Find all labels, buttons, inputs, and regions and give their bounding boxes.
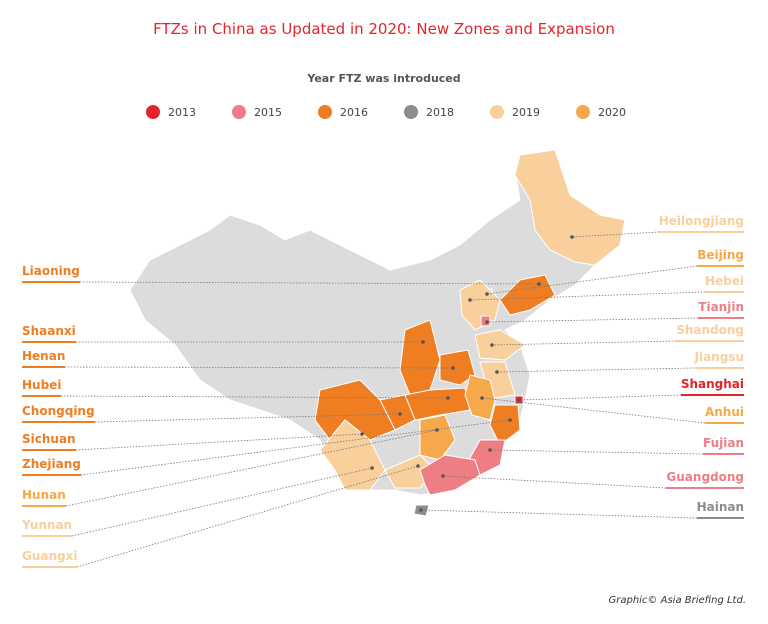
label-heilongjiang: Heilongjiang: [658, 214, 744, 233]
leader-line: [518, 394, 682, 401]
legend-label: 2013: [168, 105, 196, 119]
label-sichuan: Sichuan: [22, 432, 76, 451]
label-guangxi: Guangxi: [22, 549, 78, 568]
leader-line: [420, 509, 698, 519]
leader-line: [442, 475, 667, 489]
leader-line: [489, 449, 704, 455]
location-dot: [360, 432, 364, 436]
legend-label: 2019: [512, 105, 540, 119]
province-liaoning: [499, 274, 556, 316]
province-tianjin: [480, 315, 491, 327]
location-dot: [468, 298, 472, 302]
location-dot: [480, 396, 484, 400]
legend-label: 2015: [254, 105, 282, 119]
location-dot: [435, 428, 439, 432]
location-dot: [508, 418, 512, 422]
province-zhejiang: [489, 404, 521, 446]
location-dot: [421, 340, 425, 344]
label-shandong: Shandong: [676, 323, 744, 342]
location-dot: [441, 474, 445, 478]
location-dot: [517, 398, 521, 402]
legend-item: 2018: [404, 105, 490, 119]
legend-item: 2019: [490, 105, 576, 119]
leader-line: [469, 291, 706, 301]
location-dot: [490, 343, 494, 347]
page-title: FTZs in China as Updated in 2020: New Zo…: [153, 20, 615, 38]
label-fujian: Fujian: [702, 436, 744, 455]
legend-title: Year FTZ was introduced: [307, 72, 461, 85]
legend-label: 2018: [426, 105, 454, 119]
province-heilongjiang: [514, 149, 626, 266]
label-hubei: Hubei: [22, 378, 62, 397]
location-dot: [570, 235, 574, 239]
province-fujian: [469, 439, 506, 476]
leader-line: [481, 397, 706, 424]
location-dot: [416, 464, 420, 468]
leader-line: [486, 317, 699, 323]
province-hunan: [419, 414, 456, 461]
label-tianjin: Tianjin: [698, 300, 744, 319]
location-dot: [537, 282, 541, 286]
legend-item: 2015: [232, 105, 318, 119]
label-zhejiang: Zhejiang: [22, 457, 81, 476]
label-yunnan: Yunnan: [22, 518, 73, 537]
location-dot: [451, 366, 455, 370]
legend-label: 2016: [340, 105, 368, 119]
leader-line: [75, 433, 363, 451]
label-shanghai: Shanghai: [680, 377, 744, 396]
label-hebei: Hebei: [704, 274, 744, 293]
legend: 2013 2015 2016 2018 2019 2020: [146, 105, 662, 119]
province-anhui: [464, 374, 496, 421]
legend-label: 2020: [598, 105, 626, 119]
leader-line: [491, 340, 677, 346]
label-hainan: Hainan: [696, 500, 744, 519]
location-dot: [419, 508, 423, 512]
province-guangdong: [419, 454, 481, 496]
label-anhui: Anhui: [704, 405, 744, 424]
label-chongqing: Chongqing: [22, 404, 95, 423]
label-jiangsu: Jiangsu: [694, 350, 744, 369]
province-shandong: [474, 329, 526, 361]
label-shaanxi: Shaanxi: [22, 324, 76, 343]
province-jiangsu: [479, 361, 516, 399]
province-henan: [439, 349, 476, 386]
legend-item: 2013: [146, 105, 232, 119]
location-dot: [370, 466, 374, 470]
label-liaoning: Liaoning: [22, 264, 80, 283]
label-henan: Henan: [22, 349, 66, 368]
province-yunnan: [319, 419, 386, 491]
label-beijing: Beijing: [697, 248, 744, 267]
legend-swatch: [404, 105, 418, 119]
leader-line: [486, 265, 698, 295]
location-dot: [488, 448, 492, 452]
credit: Graphic© Asia Briefing Ltd.: [608, 595, 746, 606]
location-dot: [446, 396, 450, 400]
label-hunan: Hunan: [22, 488, 66, 507]
legend-swatch: [576, 105, 590, 119]
label-guangdong: Guangdong: [666, 470, 744, 489]
legend-swatch: [146, 105, 160, 119]
location-dot: [485, 320, 489, 324]
legend-swatch: [318, 105, 332, 119]
location-dot: [485, 292, 489, 296]
legend-item: 2016: [318, 105, 404, 119]
location-dot: [495, 370, 499, 374]
leader-line: [71, 467, 373, 537]
legend-swatch: [232, 105, 246, 119]
leader-line: [571, 231, 660, 238]
legend-item: 2020: [576, 105, 662, 119]
leader-line: [65, 429, 438, 507]
leader-line: [76, 465, 419, 568]
legend-swatch: [490, 105, 504, 119]
location-dot: [398, 412, 402, 416]
